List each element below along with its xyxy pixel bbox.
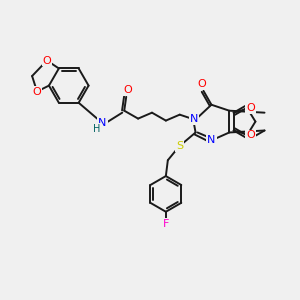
Text: O: O: [33, 86, 41, 97]
Text: H: H: [93, 124, 100, 134]
Text: O: O: [246, 103, 255, 113]
Text: S: S: [176, 141, 183, 152]
Text: O: O: [246, 130, 255, 140]
Text: F: F: [163, 219, 169, 229]
Text: N: N: [189, 114, 198, 124]
Text: N: N: [207, 135, 216, 146]
Text: N: N: [98, 118, 106, 128]
Text: O: O: [197, 79, 206, 89]
Text: O: O: [43, 56, 51, 65]
Text: O: O: [124, 85, 133, 95]
